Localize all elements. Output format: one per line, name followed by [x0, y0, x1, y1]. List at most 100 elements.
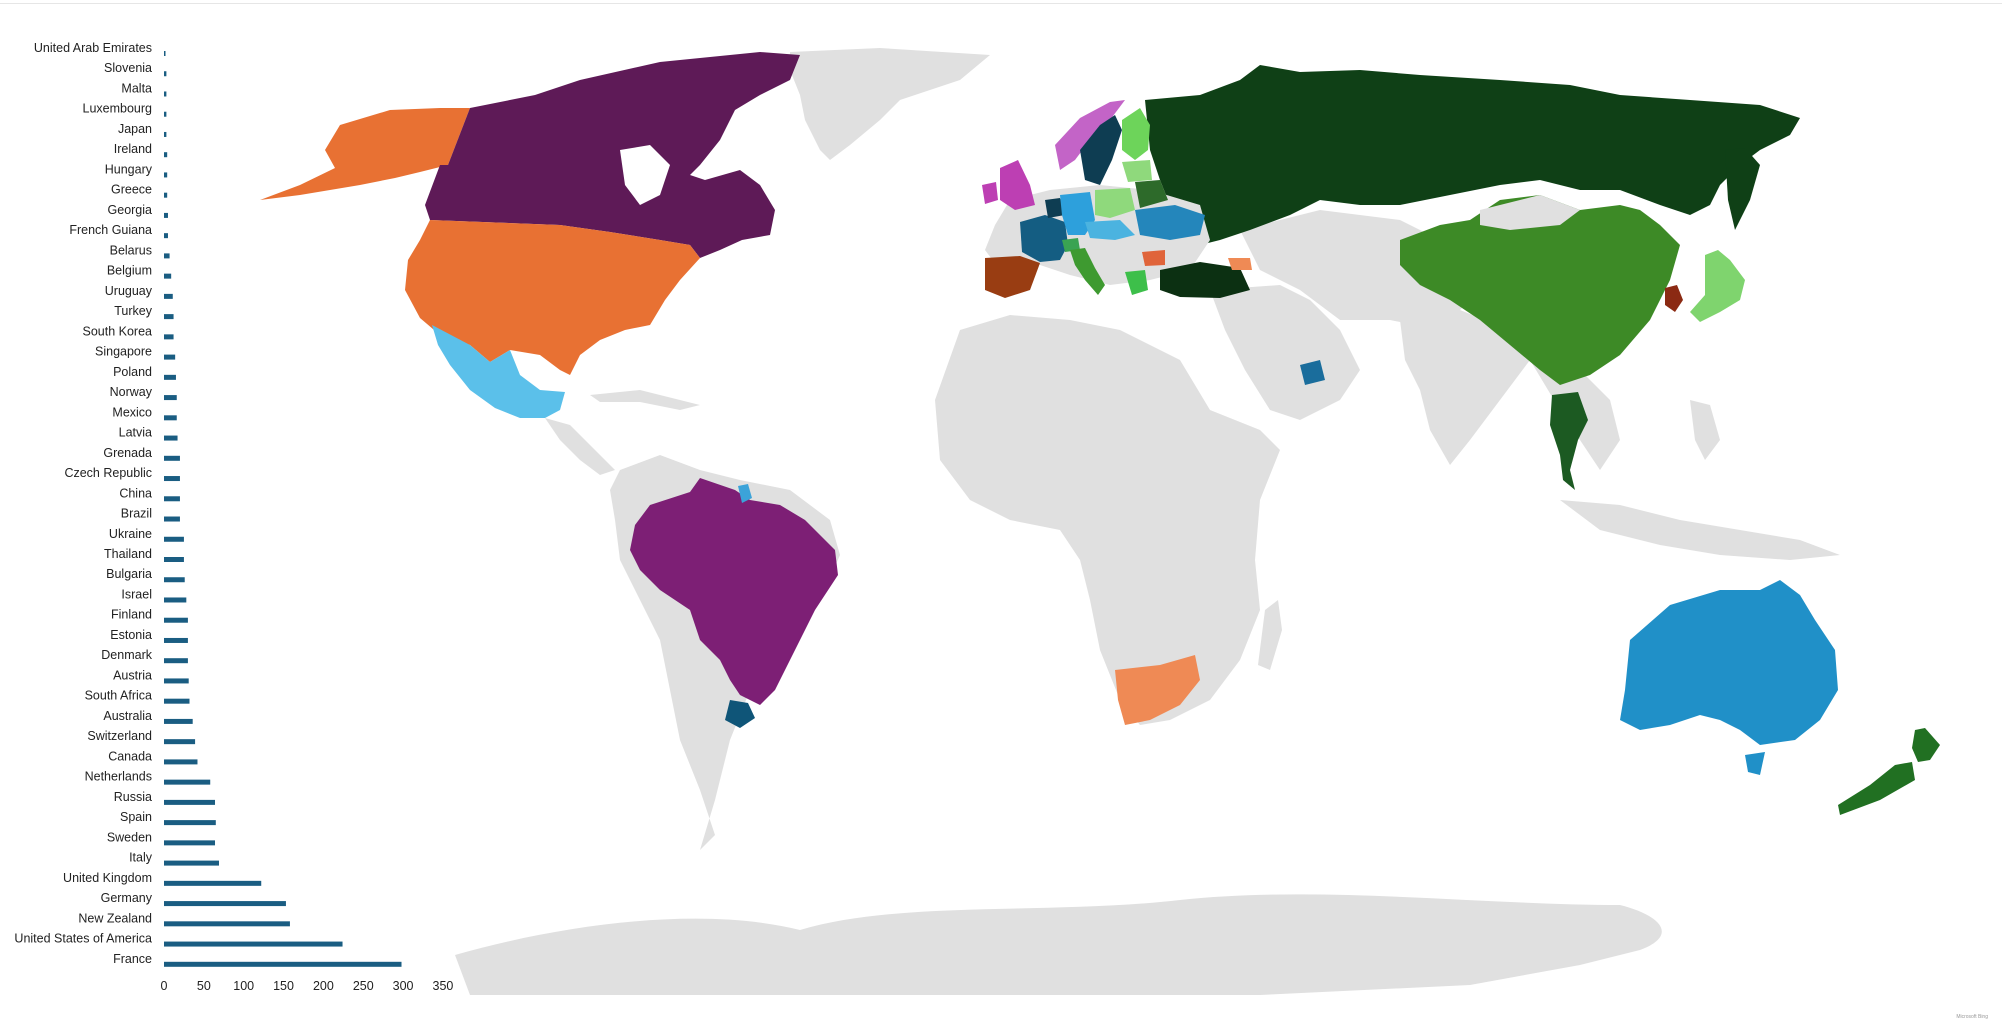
bar — [164, 293, 173, 299]
bar — [164, 496, 180, 502]
antarctica-shape — [455, 894, 1662, 995]
bar — [164, 799, 216, 805]
new-zealand-south-shape — [1838, 762, 1915, 815]
bar — [164, 395, 177, 401]
finland-shape — [1122, 108, 1150, 160]
category-label: Hungary — [105, 162, 153, 176]
arabia-shape — [1210, 285, 1360, 420]
bar — [164, 476, 180, 482]
category-label: Sweden — [107, 830, 152, 844]
x-tick-label: 350 — [433, 979, 454, 993]
greece-shape — [1125, 270, 1148, 295]
russia-shape — [1145, 65, 1800, 250]
french-guiana-shape — [738, 484, 752, 503]
x-tick-label: 150 — [273, 979, 294, 993]
category-label: Spain — [120, 810, 152, 824]
brazil-shape — [630, 478, 838, 705]
uk-shape — [1000, 160, 1035, 210]
madagascar-shape — [1258, 600, 1282, 670]
x-tick-label: 0 — [161, 979, 168, 993]
bar — [164, 637, 188, 643]
bar — [164, 273, 172, 279]
japan-shape — [1690, 250, 1745, 322]
category-label: France — [113, 952, 152, 966]
bar — [164, 374, 176, 380]
category-label: Singapore — [95, 345, 152, 359]
alaska-shape — [260, 108, 470, 200]
hudson-bay-shape — [620, 145, 670, 205]
bar — [164, 961, 402, 967]
ukraine-shape — [1135, 205, 1205, 240]
bar — [164, 71, 167, 77]
category-label: French Guiana — [69, 223, 152, 237]
bar — [164, 557, 184, 562]
bar — [164, 840, 216, 846]
category-label: Austria — [113, 668, 152, 682]
x-tick-label: 300 — [393, 979, 414, 993]
category-label: Ireland — [114, 142, 152, 156]
category-label: Denmark — [101, 648, 152, 662]
category-label: Grenada — [103, 446, 152, 460]
top-border-line — [0, 3, 2002, 4]
bar — [164, 334, 174, 340]
category-label: Czech Republic — [64, 466, 152, 480]
category-label: United States of America — [14, 932, 152, 946]
category-label: China — [119, 486, 152, 500]
category-label: Italy — [129, 851, 153, 865]
bar — [164, 739, 196, 745]
bar — [164, 111, 167, 117]
category-label: Finland — [111, 608, 152, 622]
category-label: Greece — [111, 183, 152, 197]
category-label: Slovenia — [104, 61, 152, 75]
mongolia-shape — [1480, 195, 1580, 230]
bar — [164, 91, 167, 97]
bar — [164, 779, 211, 785]
bar — [164, 718, 193, 724]
category-label: Israel — [121, 587, 152, 601]
uae-shape — [1300, 360, 1325, 385]
canada-shape — [425, 52, 800, 258]
mexico-shape — [432, 325, 565, 418]
category-label: Poland — [113, 365, 152, 379]
category-label: Estonia — [110, 628, 152, 642]
bar — [164, 192, 168, 198]
bar — [164, 131, 167, 137]
poland-shape — [1095, 188, 1135, 218]
philippines-shape — [1690, 400, 1720, 460]
indonesia-shape — [1560, 500, 1840, 560]
category-label: Brazil — [121, 507, 152, 521]
thailand-shape — [1550, 392, 1588, 490]
baltics-shape — [1122, 160, 1152, 182]
category-label: Germany — [101, 891, 153, 905]
category-label: Thailand — [104, 547, 152, 561]
category-label: Belgium — [107, 264, 152, 278]
africa-shape — [935, 315, 1280, 725]
category-label: Ukraine — [109, 527, 152, 541]
category-label: South Africa — [85, 689, 152, 703]
tasmania-shape — [1745, 752, 1765, 775]
caribbean-shape — [590, 390, 700, 410]
category-label: Australia — [103, 709, 152, 723]
australia-shape — [1620, 580, 1838, 745]
usa-shape — [405, 220, 700, 375]
bar — [164, 698, 190, 704]
x-tick-label: 200 — [313, 979, 334, 993]
belarus-shape — [1135, 180, 1168, 208]
benelux-shape — [1045, 198, 1065, 218]
category-label: Malta — [121, 81, 152, 95]
bar — [164, 597, 187, 603]
bar — [164, 860, 219, 866]
category-label: Luxembourg — [83, 102, 153, 116]
china-shape — [1400, 195, 1680, 385]
norway-shape — [1055, 100, 1125, 170]
category-label: South Korea — [83, 324, 153, 338]
category-label: United Arab Emirates — [34, 41, 152, 55]
india-shape — [1400, 310, 1530, 465]
bar — [164, 880, 262, 886]
category-label: Netherlands — [85, 770, 152, 784]
category-label: Canada — [108, 749, 152, 763]
bar — [164, 455, 180, 461]
bar — [164, 435, 178, 441]
